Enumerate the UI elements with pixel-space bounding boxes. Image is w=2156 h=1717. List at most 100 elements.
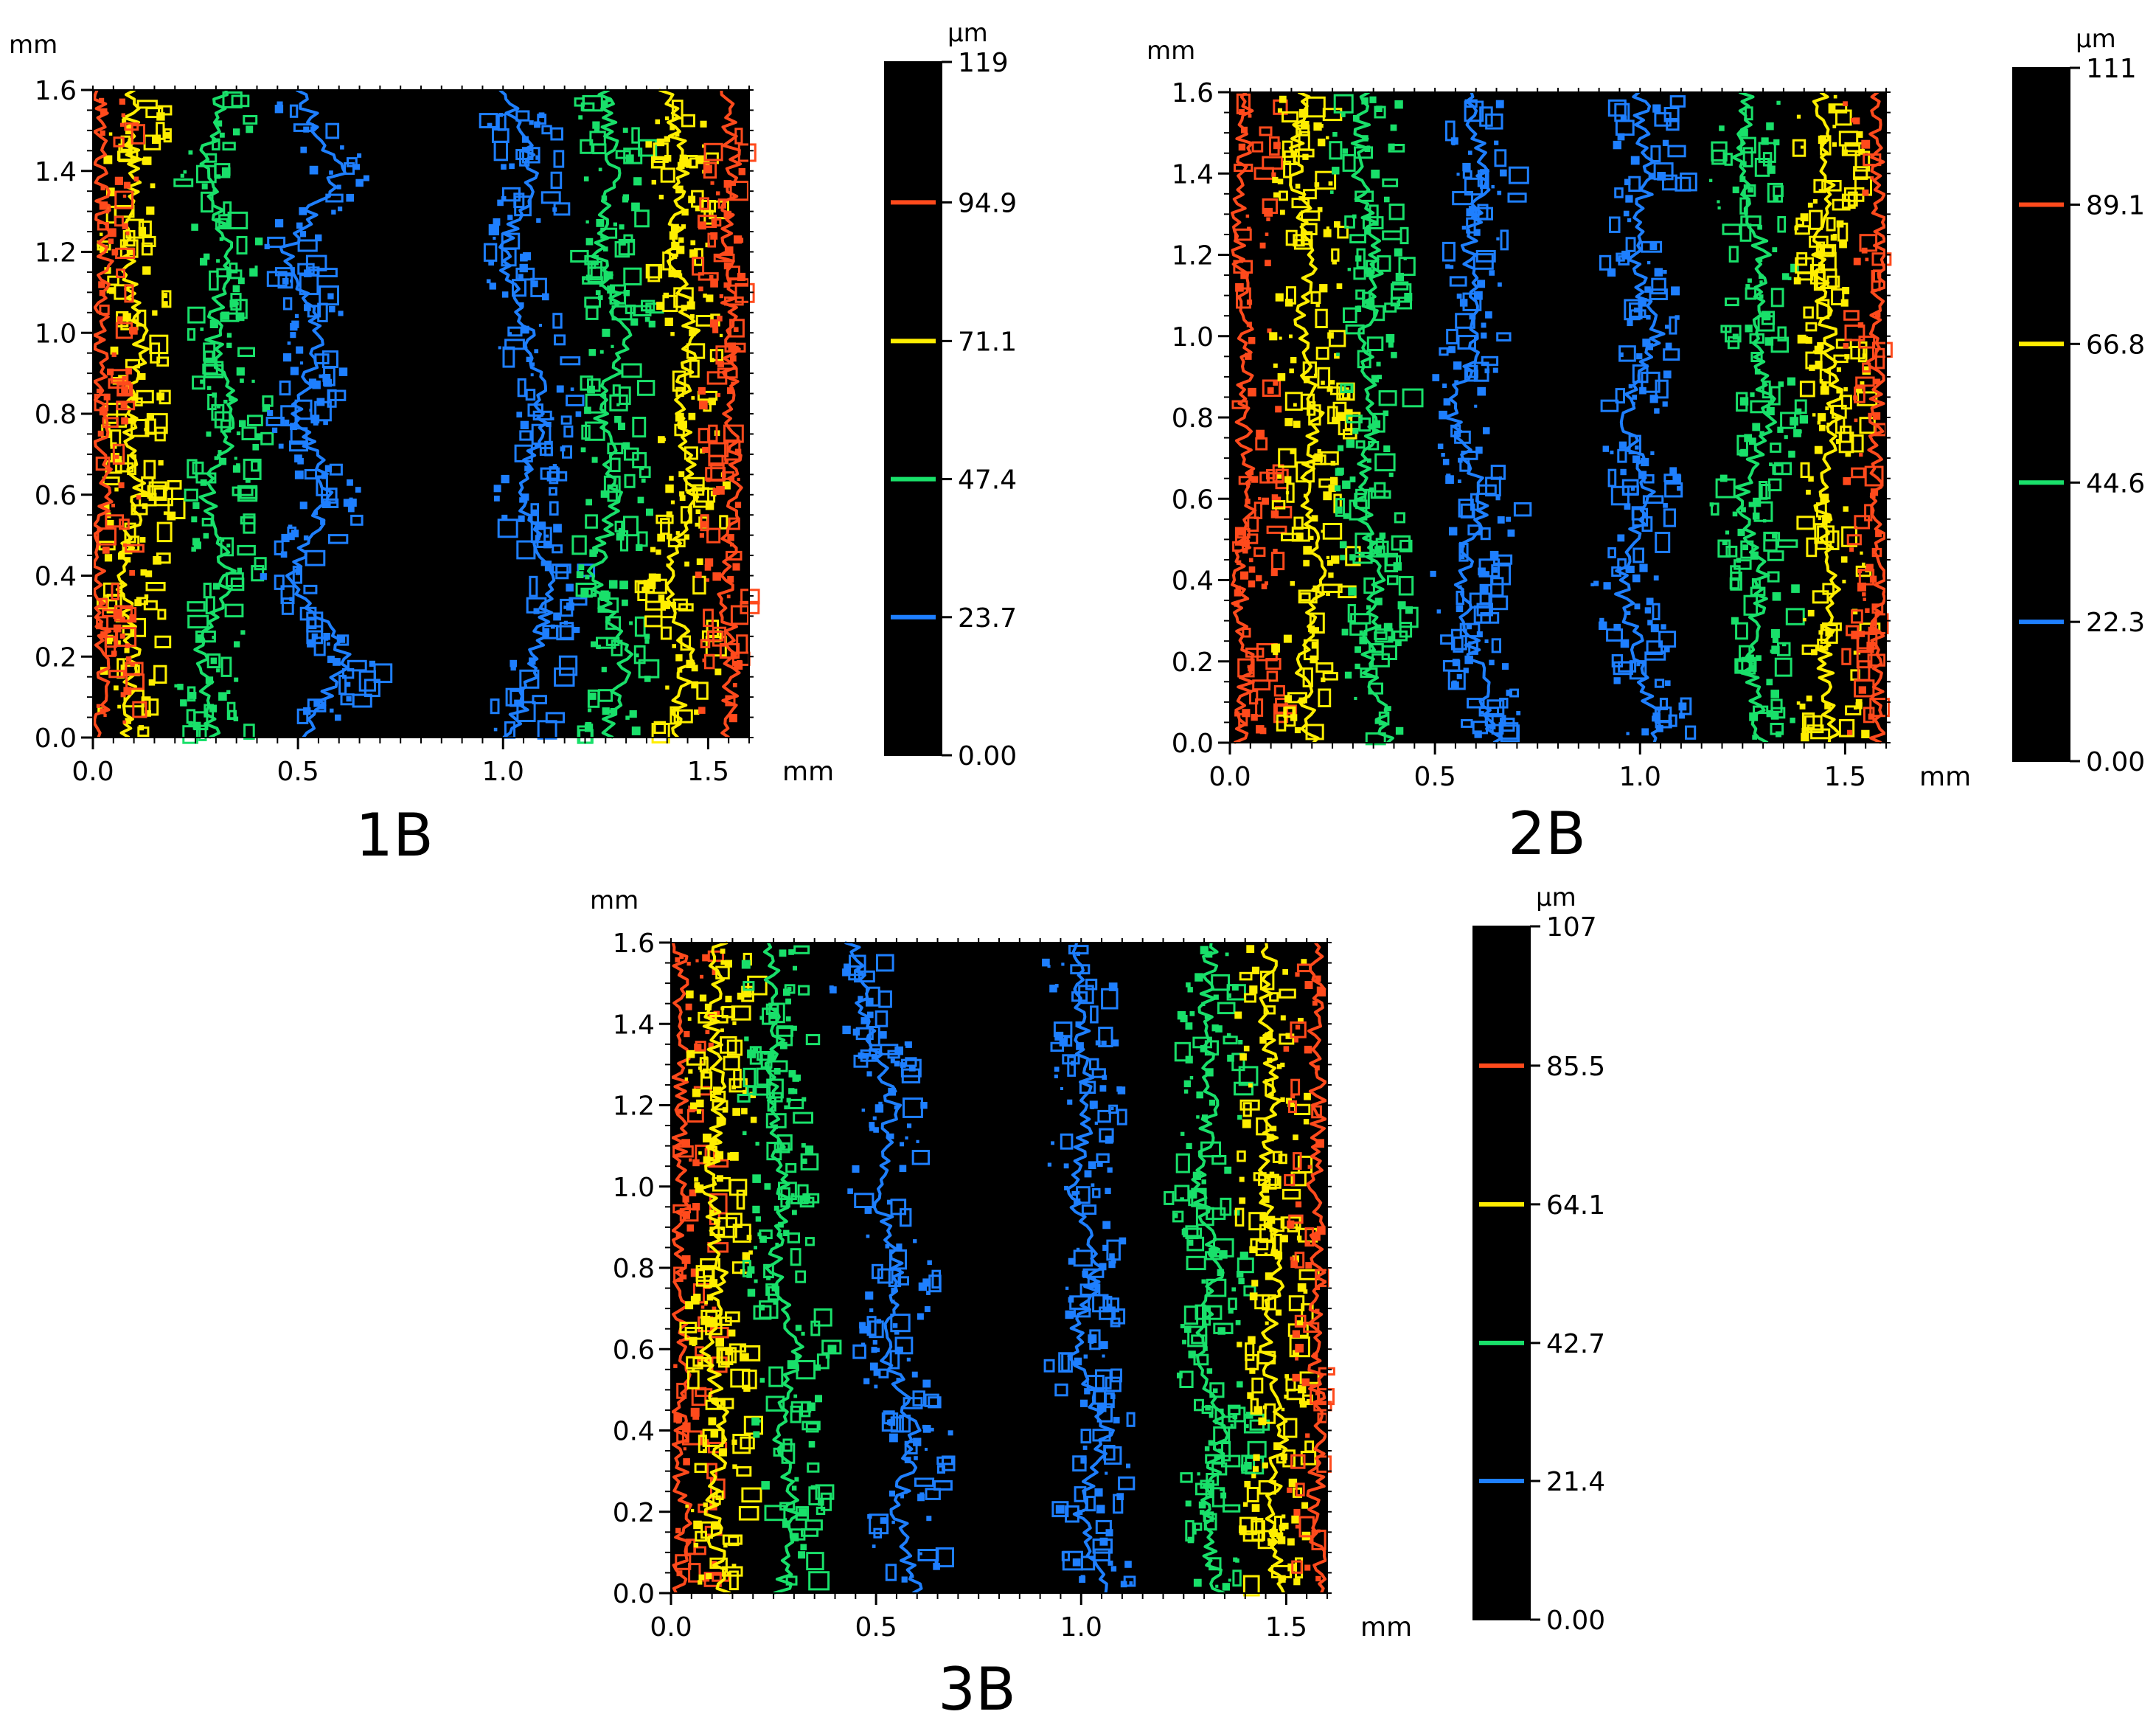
speckle-loop <box>1650 145 1661 162</box>
contour-speckles <box>692 128 760 723</box>
speckle-loop <box>156 552 171 564</box>
speckle <box>679 154 687 162</box>
speckle <box>719 333 723 338</box>
speckle <box>1273 649 1279 656</box>
plot-area <box>671 943 1327 1593</box>
speckle-loop <box>1175 1153 1190 1173</box>
speckle <box>530 373 534 377</box>
speckle-loop <box>1327 406 1338 425</box>
speckle <box>1282 969 1288 975</box>
speckle <box>644 676 651 682</box>
speckle <box>602 707 610 715</box>
speckle-loop <box>675 386 684 398</box>
speckle <box>130 327 138 335</box>
x-tick-label: 0.0 <box>1209 762 1251 792</box>
speckle <box>1635 445 1639 450</box>
speckle-loop <box>1249 690 1259 705</box>
speckle <box>1359 630 1363 634</box>
speckle-loop <box>317 302 328 322</box>
speckle <box>683 1458 690 1465</box>
speckle-loop <box>1644 651 1666 661</box>
speckle <box>1295 1201 1302 1208</box>
speckle <box>103 155 113 164</box>
speckle-loop <box>1485 476 1501 497</box>
colorbar-level-label: 85.5 <box>1546 1052 1605 1082</box>
speckle <box>842 1025 851 1035</box>
speckle-loop <box>1345 324 1365 335</box>
speckle-loop <box>519 430 532 441</box>
speckle <box>1442 384 1447 388</box>
speckle-loop <box>552 313 563 329</box>
speckle <box>1819 424 1826 431</box>
speckle-loop <box>1092 1188 1101 1199</box>
speckle-loop <box>580 375 594 391</box>
speckle <box>226 333 232 338</box>
speckle-loop <box>570 249 589 263</box>
speckle <box>209 319 218 328</box>
speckle <box>1672 474 1682 484</box>
speckle-loop <box>1344 215 1355 229</box>
speckle-loop <box>730 605 750 625</box>
speckle <box>1301 1378 1310 1387</box>
speckle <box>1461 226 1466 230</box>
speckle <box>1242 548 1248 554</box>
speckle <box>719 294 723 299</box>
speckle-loop <box>1464 100 1484 122</box>
speckle <box>1764 337 1774 346</box>
speckle <box>1328 181 1333 186</box>
speckle-loop <box>1496 332 1512 341</box>
speckle <box>1129 1581 1133 1585</box>
speckle-loop <box>1269 992 1279 1002</box>
speckle <box>622 128 628 133</box>
speckle <box>1088 1334 1097 1344</box>
speckle <box>335 714 341 721</box>
speckle-loop <box>1629 660 1647 680</box>
speckle-loop <box>746 1085 757 1095</box>
speckle <box>346 696 352 702</box>
speckle <box>1663 270 1667 274</box>
speckle <box>891 1520 895 1525</box>
speckle-loop <box>914 1477 935 1487</box>
speckle <box>791 1485 797 1491</box>
speckle <box>698 1574 705 1581</box>
speckle <box>146 207 155 215</box>
speckle <box>122 194 127 198</box>
speckle <box>698 386 706 395</box>
speckle <box>1759 294 1764 299</box>
speckle <box>761 1481 770 1490</box>
speckle-loop <box>768 1366 784 1387</box>
speckle <box>759 1016 764 1020</box>
speckle-loop <box>497 113 507 131</box>
speckle <box>189 692 197 699</box>
speckle <box>152 310 158 316</box>
speckle <box>333 658 341 666</box>
speckle <box>1262 1185 1269 1193</box>
speckle <box>1352 428 1359 434</box>
colorbar-min-label: 0.00 <box>1546 1606 1605 1636</box>
speckle <box>313 420 319 426</box>
speckle <box>1819 378 1823 383</box>
speckle <box>1397 601 1406 610</box>
speckle <box>1312 1352 1318 1358</box>
speckle <box>1246 322 1252 327</box>
speckle <box>785 1016 791 1021</box>
speckle <box>347 505 355 513</box>
speckle <box>629 621 633 625</box>
contour-speckles <box>1329 94 1424 746</box>
speckle <box>732 683 737 687</box>
speckle <box>1449 527 1458 535</box>
speckle <box>1264 581 1268 586</box>
speckle <box>1245 214 1250 218</box>
speckle-loop <box>618 239 636 256</box>
speckle-loop <box>731 1005 751 1021</box>
speckle-loop <box>696 681 709 700</box>
speckle <box>1180 1324 1185 1328</box>
speckle <box>743 1089 747 1095</box>
speckle <box>1316 1226 1326 1235</box>
speckle <box>1366 458 1371 463</box>
speckle <box>861 1109 865 1112</box>
speckle <box>1469 313 1476 320</box>
speckle <box>1862 592 1866 597</box>
speckle <box>692 1369 695 1373</box>
